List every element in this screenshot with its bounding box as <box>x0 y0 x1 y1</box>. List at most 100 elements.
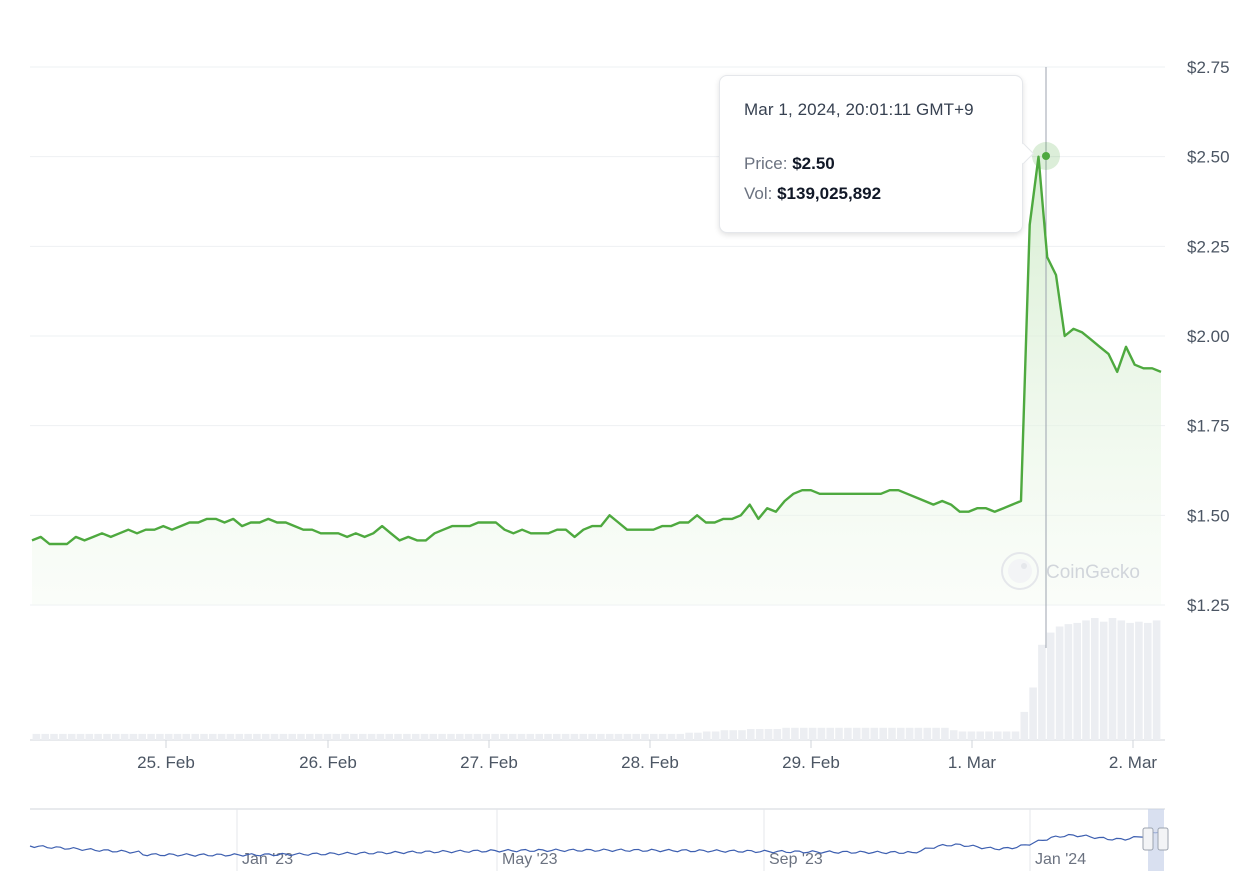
coingecko-watermark: CoinGecko <box>1001 552 1140 590</box>
volume-bar <box>491 733 499 740</box>
volume-bar <box>359 733 367 740</box>
volume-bar <box>976 731 984 740</box>
volume-bar <box>1108 618 1117 740</box>
volume-bar <box>994 731 1002 740</box>
x-tick-label: 28. Feb <box>621 753 679 772</box>
volume-bar <box>623 733 632 740</box>
y-tick-label: $2.25 <box>1187 237 1230 256</box>
navigator-label: Jan '24 <box>1035 851 1086 868</box>
volume-bar <box>817 727 826 740</box>
navigator-handle-right[interactable] <box>1157 827 1169 851</box>
volume-bar <box>306 733 314 740</box>
volume-bar <box>1152 620 1161 740</box>
volume-bar <box>694 732 702 740</box>
volume-bar <box>288 733 296 740</box>
volume-bar <box>773 729 782 740</box>
volume-bar <box>720 730 729 740</box>
volume-bar <box>632 733 640 740</box>
volume-bar <box>967 731 976 740</box>
volume-bar <box>1117 620 1126 740</box>
volume-bar <box>103 733 111 740</box>
tooltip-vol-value: $139,025,892 <box>777 184 882 203</box>
navigator-handle-left[interactable] <box>1142 827 1154 851</box>
volume-bar <box>570 733 579 740</box>
volume-bar <box>420 733 429 740</box>
volume-bar <box>755 729 764 740</box>
volume-bar <box>226 733 235 740</box>
volume-bar <box>76 733 85 740</box>
volume-bar <box>641 733 649 740</box>
volume-bar <box>341 733 349 740</box>
volume-bar <box>394 733 402 740</box>
volume-bar <box>508 733 517 740</box>
volume-bar <box>729 730 737 740</box>
volume-bar <box>614 733 623 740</box>
navigator[interactable]: Jan '23 May '23 Sep '23 Jan '24 <box>29 808 1169 871</box>
volume-bar <box>50 733 58 740</box>
volume-bar <box>844 727 852 740</box>
volume-bar <box>147 733 155 740</box>
volume-bar <box>94 733 102 740</box>
navigator-label: May '23 <box>502 851 558 868</box>
volume-bar <box>129 733 138 740</box>
volume-bar <box>1029 687 1037 740</box>
volume-bar <box>1055 626 1064 740</box>
y-tick-label: $2.00 <box>1187 327 1230 346</box>
volume-bar <box>1011 731 1020 740</box>
volume-bar <box>702 731 711 740</box>
y-tick-label: $2.50 <box>1187 148 1230 167</box>
volume-bar <box>535 733 543 740</box>
volume-bar <box>605 733 614 740</box>
y-tick-label: $2.75 <box>1187 58 1230 77</box>
volume-bar <box>1020 711 1029 740</box>
x-tick-label: 25. Feb <box>137 753 195 772</box>
volume-bar <box>553 733 561 740</box>
volume-bar <box>67 733 76 740</box>
volume-bar <box>376 733 385 740</box>
volume-bar <box>235 733 244 740</box>
volume-bar <box>658 733 667 740</box>
volume-bar <box>59 733 67 740</box>
volume-bar <box>41 733 49 740</box>
volume-bar <box>923 727 932 740</box>
volume-bar <box>905 727 914 740</box>
volume-bar <box>985 731 993 740</box>
x-tick-label: 2. Mar <box>1109 753 1158 772</box>
volume-bar <box>156 733 164 740</box>
navigator-label: Sep '23 <box>769 851 823 868</box>
volume-bar <box>411 733 420 740</box>
volume-bar <box>173 733 182 740</box>
volume-bar <box>332 733 341 740</box>
volume-bar <box>32 733 41 740</box>
volume-bar <box>261 733 270 740</box>
volume-bar <box>826 727 834 740</box>
volume-bar <box>1144 622 1152 740</box>
volume-bar <box>367 733 376 740</box>
volume-bar <box>579 733 588 740</box>
volume-bars <box>32 618 1161 740</box>
navigator-selection[interactable] <box>1148 809 1164 871</box>
volume-bar <box>747 729 755 740</box>
volume-bar <box>473 733 482 740</box>
volume-bar <box>253 733 261 740</box>
volume-bar <box>711 731 720 740</box>
volume-bar <box>1135 621 1143 740</box>
volume-bar <box>835 727 843 740</box>
volume-bar <box>800 727 808 740</box>
volume-bar <box>764 729 773 740</box>
tooltip-price-label: Price: <box>744 154 788 173</box>
volume-bar <box>932 727 940 740</box>
x-tick-label: 27. Feb <box>460 753 518 772</box>
volume-bar <box>244 733 252 740</box>
volume-bar <box>808 727 817 740</box>
volume-bar <box>279 733 288 740</box>
volume-bar <box>120 733 129 740</box>
tooltip-time: Mar 1, 2024, 20:01:11 GMT+9 <box>744 100 974 119</box>
volume-bar <box>482 733 490 740</box>
volume-bar <box>879 727 887 740</box>
volume-bar <box>1046 632 1055 740</box>
volume-bar <box>782 727 790 740</box>
volume-bar <box>1002 731 1011 740</box>
volume-bar <box>738 730 746 740</box>
